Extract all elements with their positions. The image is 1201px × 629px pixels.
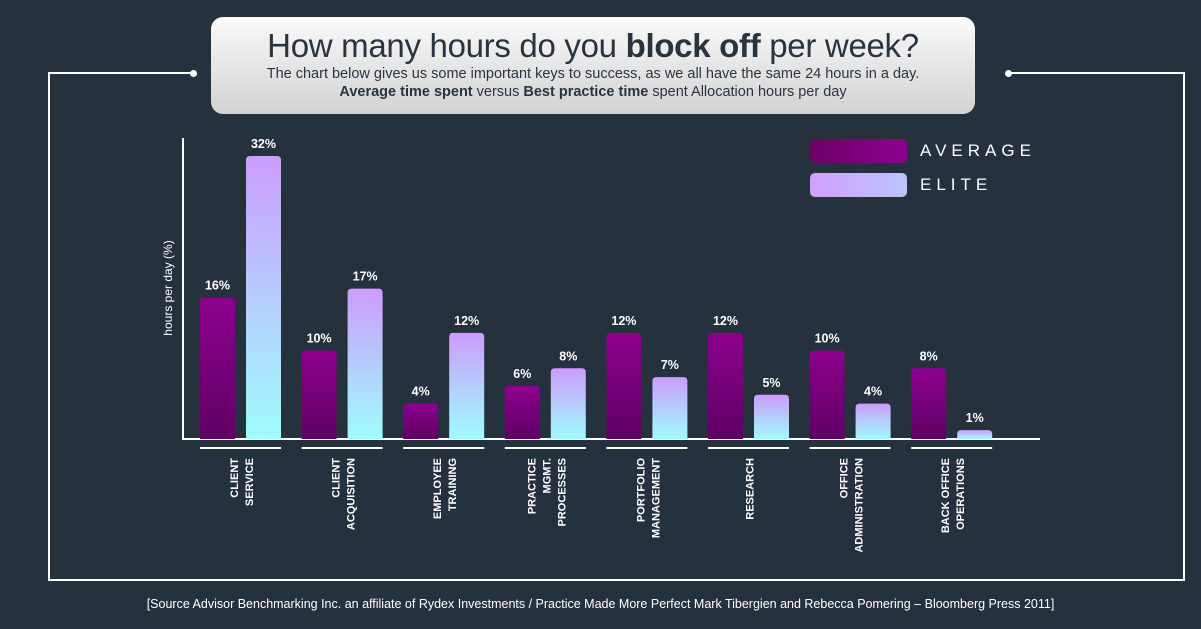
- subtitle-line-1: The chart below gives us some important …: [266, 66, 920, 82]
- data-label-average-3: 6%: [513, 367, 531, 381]
- category-label-7-1: OPERATIONS: [955, 458, 967, 530]
- bar-average-6: [809, 350, 845, 439]
- frame-dot-left: [190, 70, 197, 77]
- bar-average-7: [911, 368, 947, 439]
- data-label-average-5: 12%: [713, 314, 738, 328]
- frame-dot-right: [1005, 70, 1012, 77]
- bar-average-0: [200, 297, 235, 439]
- header-panel: How many hours do you block off per week…: [211, 17, 975, 114]
- category-label-2-0: EMPLOYEE: [432, 458, 444, 519]
- data-label-elite-0: 32%: [251, 137, 276, 151]
- data-label-average-1: 10%: [307, 332, 332, 346]
- category-label-4-1: MANAGEMENT: [650, 458, 662, 538]
- category-label-4-0: PORTFOLIO: [635, 458, 647, 523]
- category-label-2-1: TRAINING: [447, 458, 459, 511]
- bar-elite-6: [855, 403, 891, 439]
- frame-left: [48, 72, 50, 581]
- category-label-5-0: RESEARCH: [745, 458, 757, 520]
- legend-label-average: AVERAGE: [920, 141, 1036, 160]
- bar-elite-7: [957, 430, 993, 439]
- data-label-elite-4: 7%: [661, 358, 679, 372]
- legend-swatch-elite: [810, 173, 907, 197]
- legend-swatch-average: [810, 139, 907, 163]
- data-label-elite-5: 5%: [762, 376, 780, 390]
- title-text: How many hours do you: [267, 27, 626, 64]
- subtitle-line-2: Average time spent versus Best practice …: [211, 83, 975, 101]
- category-label-3-2: PROCESSES: [556, 458, 568, 526]
- bar-elite-1: [347, 288, 383, 439]
- bar-elite-5: [754, 394, 789, 439]
- y-axis-label: hours per day (%): [161, 240, 175, 335]
- subtitle-text-2: spent Allocation hours per day: [648, 84, 847, 100]
- frame-top-left: [48, 72, 194, 74]
- bar-elite-0: [246, 156, 281, 439]
- category-label-7-0: BACK OFFICE: [940, 458, 952, 533]
- category-label-1-0: CLIENT: [331, 458, 343, 498]
- frame-bottom: [48, 579, 1185, 581]
- subtitle-text-1: versus: [472, 84, 524, 100]
- data-label-elite-6: 4%: [864, 385, 882, 399]
- category-label-0-0: CLIENT: [229, 458, 241, 498]
- data-label-average-7: 8%: [920, 349, 938, 363]
- data-label-average-6: 10%: [815, 332, 840, 346]
- chart-title: How many hours do you block off per week…: [211, 27, 975, 65]
- category-label-3-0: PRACTICE: [526, 458, 538, 514]
- title-text-end: per week?: [760, 27, 919, 64]
- bar-average-3: [504, 385, 540, 439]
- frame-top-right: [1008, 72, 1185, 74]
- bar-average-2: [403, 403, 439, 439]
- data-label-elite-2: 12%: [454, 314, 479, 328]
- bar-average-4: [606, 332, 642, 439]
- frame-right: [1183, 72, 1185, 581]
- data-label-elite-7: 1%: [966, 411, 984, 425]
- bar-elite-3: [550, 368, 586, 439]
- category-label-1-1: ACQUISITION: [346, 458, 358, 530]
- bar-average-5: [708, 332, 743, 439]
- bar-average-1: [301, 350, 337, 439]
- bar-elite-2: [449, 332, 485, 439]
- source-note: [Source Advisor Benchmarking Inc. an aff…: [146, 597, 1055, 611]
- data-label-elite-3: 8%: [559, 349, 577, 363]
- category-label-3-1: MGMT.: [541, 458, 553, 493]
- category-label-6-0: OFFICE: [839, 458, 851, 498]
- legend-label-elite: ELITE: [920, 175, 993, 194]
- category-label-0-1: SERVICE: [244, 458, 256, 506]
- data-label-average-2: 4%: [412, 385, 430, 399]
- data-label-average-4: 12%: [611, 314, 636, 328]
- title-bold: block off: [625, 27, 761, 64]
- subtitle-bold-2: Best practice time: [523, 84, 649, 100]
- data-label-elite-1: 17%: [353, 270, 378, 284]
- subtitle-bold-1: Average time spent: [339, 84, 473, 100]
- bar-elite-4: [652, 377, 688, 439]
- data-label-average-0: 16%: [205, 279, 230, 293]
- category-label-6-1: ADMINISTRATION: [854, 458, 866, 553]
